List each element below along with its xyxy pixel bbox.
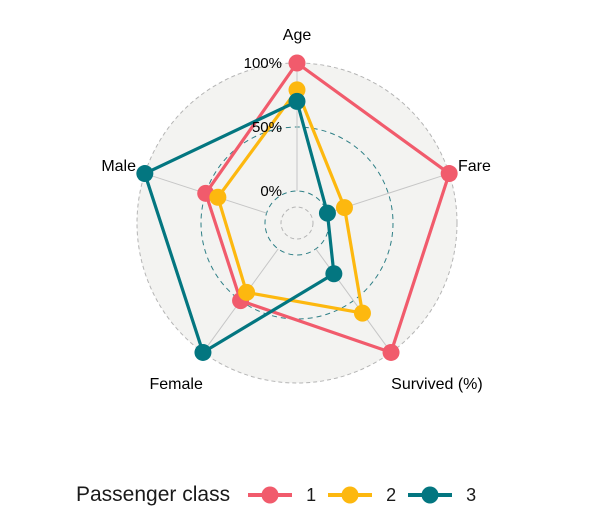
point-3-4 [136, 165, 154, 183]
legend-key-1 [248, 486, 293, 504]
point-2-3 [238, 283, 256, 301]
grid-circle-center [280, 206, 314, 240]
radar-series [136, 54, 458, 361]
legend-item-1: 1 [248, 484, 316, 506]
legend-key-marker-2 [341, 486, 359, 504]
axis-label-0: Age [283, 27, 312, 44]
legend-title: Passenger class [76, 483, 231, 506]
point-3-2 [325, 265, 343, 283]
grid-circle-2 [136, 62, 458, 384]
grid-label-1: 50% [252, 119, 282, 136]
axis-label-1: Fare [458, 158, 491, 175]
legend-label-2: 2 [386, 484, 397, 505]
legend-item-3: 3 [408, 484, 476, 506]
grid-label-2: 100% [244, 55, 282, 72]
legend-key-2 [328, 486, 373, 504]
legend-key-3 [408, 486, 453, 504]
radar-grid [136, 62, 458, 384]
series-line-3 [143, 99, 336, 354]
point-3-3 [194, 343, 212, 361]
legend-key-marker-1 [261, 486, 279, 504]
legend-label-3: 3 [466, 484, 477, 505]
legend-key-marker-3 [421, 486, 439, 504]
series-line-2 [216, 88, 365, 315]
point-3-1 [318, 204, 336, 222]
point-3-0 [288, 92, 306, 110]
axis-label-3: Female [149, 376, 202, 393]
point-1-2 [382, 343, 400, 361]
point-1-0 [288, 54, 306, 72]
grid-label-0: 0% [260, 183, 282, 200]
axis-label-4: Male [101, 158, 136, 175]
point-1-1 [440, 165, 458, 183]
point-2-4 [209, 188, 227, 206]
legend: Passenger class 1 2 3 [76, 480, 488, 510]
radar-labels: 0% 50% 100%Age Fare Survived (%) Female Male [101, 27, 491, 393]
axis-label-2: Survived (%) [391, 376, 483, 393]
point-2-1 [335, 199, 353, 217]
radar-background [137, 63, 457, 383]
radar-chart: 0% 50% 100%Age Fare Survived (%) Female Male [101, 27, 491, 393]
legend-item-2: 2 [328, 484, 396, 506]
series-line-1 [204, 61, 451, 354]
point-2-2 [353, 304, 371, 322]
legend-label-1: 1 [306, 484, 317, 505]
spoke-2 [315, 248, 392, 353]
